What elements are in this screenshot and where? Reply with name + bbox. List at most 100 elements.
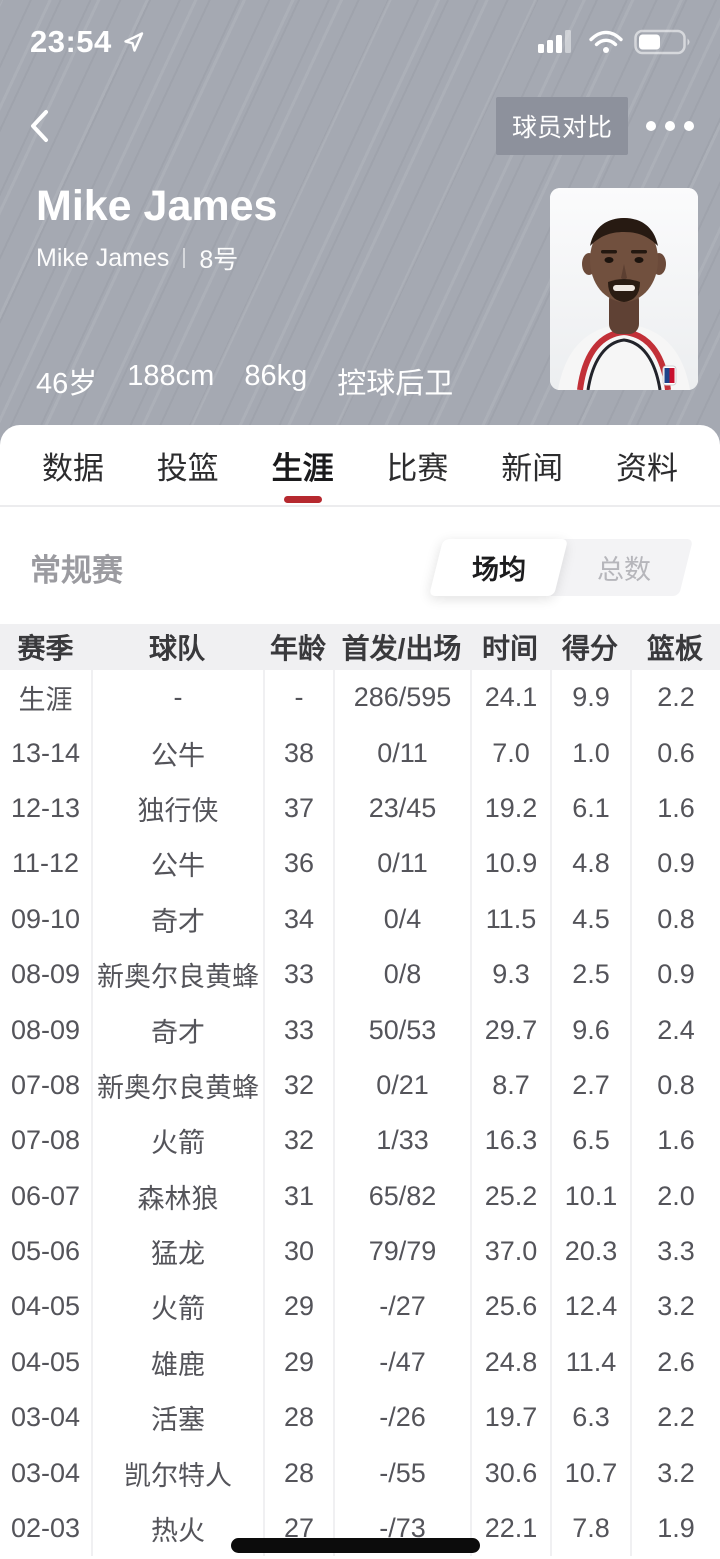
player-weight: 86kg [244,360,308,392]
table-cell: 3.2 [630,1445,720,1501]
table-row: 11-12 公牛 36 0/11 10.9 4.8 0.9 [0,836,720,892]
column-header: 年龄 [269,633,326,664]
table-cell: 65/82 [333,1168,470,1224]
tab-item-3[interactable]: 比赛 [386,450,449,486]
table-cell: 凯尔特人 [91,1445,263,1501]
table-cell: 4.8 [550,836,630,892]
table-row: 04-05 雄鹿 29 -/47 24.8 11.4 2.6 [0,1334,720,1391]
table-cell: 22.1 [470,1500,550,1557]
table-cell: 活塞 [91,1390,263,1446]
column-header: 得分 [561,633,618,664]
table-cell: 0.8 [630,1057,720,1114]
table-cell: 286/595 [333,670,470,726]
table-cell: 03-04 [10,1402,81,1433]
table-cell: 06-07 [10,1180,81,1211]
table-cell: 29.7 [470,1002,550,1058]
table-cell: 30 [263,1223,333,1280]
table-cell: 08-09 [10,1014,81,1045]
more-options-icon[interactable] [644,115,696,137]
table-cell: 11.4 [550,1334,630,1391]
table-row: 07-08 火箭 32 1/33 16.3 6.5 1.6 [0,1113,720,1169]
player-compare-button[interactable]: 球员对比 [495,97,628,155]
table-cell: 28 [263,1390,333,1446]
tab-bar: 数据 投篮 生涯 比赛 新闻 资料 [0,425,720,507]
table-cell: 10.7 [550,1445,630,1501]
tab-item-4[interactable]: 新闻 [501,450,564,486]
table-cell: 24.8 [470,1334,550,1391]
status-bar: 23:54 [30,24,694,60]
tab-item-1[interactable]: 投篮 [156,450,219,486]
table-cell: 3.2 [630,1279,720,1335]
table-cell: 12.4 [550,1279,630,1335]
table-cell: 2.2 [630,670,720,726]
table-cell: 2.5 [550,946,630,1003]
table-cell: 37 [263,780,333,837]
table-cell: 04-05 [10,1291,81,1322]
table-cell: 新奥尔良黄蜂 [91,1057,263,1114]
table-cell: 公牛 [91,725,263,781]
table-cell: 1.6 [630,780,720,837]
player-attributes: 46岁 188cm 86kg 控球后卫 [36,360,453,402]
player-headshot [550,188,698,390]
table-cell: 12-13 [10,792,81,823]
section-row: 常规赛 场均 总数 [0,507,720,624]
stats-table: 赛季 球队 年龄 首发/出场 时间 得分 篮板 生涯 - -286/595 24.1 9.9 2.2 1… [0,624,720,1557]
tab-item-2[interactable]: 生涯 [272,425,334,505]
table-cell: 9.6 [550,1002,630,1058]
table-cell: 37.0 [470,1223,550,1280]
table-cell: 0/11 [333,725,470,781]
table-cell: 08-09 [10,959,81,990]
table-cell: 7.0 [470,725,550,781]
table-cell: 32 [263,1113,333,1169]
tab-item-5[interactable]: 资料 [615,450,678,486]
player-subline: Mike James 8号 [36,240,238,276]
jersey-number: 8号 [199,246,239,274]
toggle-segment-0[interactable]: 场均 [428,539,569,596]
table-cell: -/27 [333,1279,470,1335]
table-cell: 2.7 [550,1057,630,1114]
toggle-segment-label: 场均 [471,555,526,585]
table-cell: 7.8 [550,1500,630,1557]
table-cell: 16.3 [470,1113,550,1169]
table-cell: 19.2 [470,780,550,837]
toggle-segment-1[interactable]: 总数 [554,539,693,596]
table-cell: 33 [263,1002,333,1058]
table-cell: 10.1 [550,1168,630,1224]
table-cell: 11.5 [470,891,550,947]
table-cell: 6.1 [550,780,630,837]
table-cell: 19.7 [470,1390,550,1446]
column-header: 时间 [481,633,538,664]
player-height: 188cm [127,360,215,392]
table-cell: 1/33 [333,1113,470,1169]
tab-item-0[interactable]: 数据 [42,450,104,486]
table-cell: 0.6 [630,725,720,781]
nav-row: 球员对比 [28,97,696,155]
table-cell: 25.6 [470,1279,550,1335]
table-cell: 2.2 [630,1390,720,1446]
table-cell: 13-14 [10,737,81,768]
table-cell: 50/53 [333,1002,470,1058]
table-cell: 0/8 [333,946,470,1003]
avg-total-toggle: 场均 总数 [428,539,694,596]
clock: 23:54 [30,24,112,59]
table-cell: 28 [263,1445,333,1501]
table-cell: -/55 [333,1445,470,1501]
back-button[interactable] [28,107,52,145]
table-cell: 热火 [91,1500,263,1557]
table-cell: 32 [263,1057,333,1114]
divider [183,248,186,268]
table-cell: 34 [263,891,333,947]
table-cell: 0/21 [333,1057,470,1114]
toggle-segment-label: 总数 [596,555,651,585]
table-row: 06-07 森林狼 31 65/82 25.2 10.1 2.0 [0,1168,720,1224]
table-cell: 独行侠 [91,780,263,837]
table-row: 09-10 奇才 34 0/4 11.5 4.5 0.8 [0,891,720,947]
table-cell: 09-10 [10,903,81,934]
table-cell: 1.6 [630,1113,720,1169]
table-row: 08-09 新奥尔良黄蜂 33 0/8 9.3 2.5 0.9 [0,946,720,1003]
home-indicator[interactable] [231,1538,480,1553]
table-row: 03-04 凯尔特人 28 -/55 30.6 10.7 3.2 [0,1445,720,1501]
column-header: 赛季 [17,633,74,664]
table-cell: 9.9 [550,670,630,726]
table-header: 赛季 球队 年龄 首发/出场 时间 得分 篮板 [0,624,720,670]
